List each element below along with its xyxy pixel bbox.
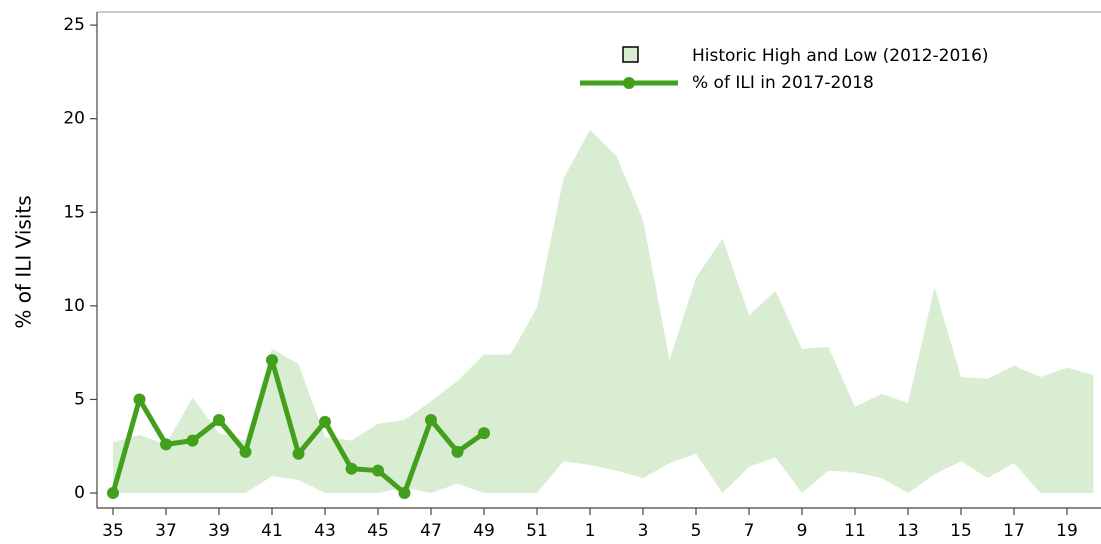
x-tick-label: 43 [314,521,336,541]
point [239,445,252,458]
point [398,487,411,500]
x-tick-label: 47 [420,521,442,541]
point [345,462,358,475]
point [292,447,305,460]
point [160,438,172,451]
y-axis-label: % of ILI Visits [12,195,36,328]
point [451,445,464,458]
x-tick-label: 37 [155,521,177,541]
y-tick-label: 0 [74,483,85,503]
x-tick-label: 15 [950,521,972,541]
x-tick-label: 35 [102,521,124,541]
point [319,415,331,428]
y-tick-label: 15 [63,202,85,222]
x-tick-label: 45 [367,521,389,541]
x-tick-label: 39 [208,521,230,541]
point [186,434,199,447]
x-tick-label: 1 [585,521,596,541]
x-tick-label: 51 [526,521,548,541]
point [133,393,146,406]
x-tick-label: 9 [797,521,808,541]
legend-label: % of ILI in 2017-2018 [692,73,874,93]
point [107,487,119,500]
point [266,354,278,367]
y-tick-label: 20 [63,109,85,129]
x-tick-label: 3 [638,521,649,541]
x-tick-label: 41 [261,521,283,541]
x-tick-label: 7 [744,521,755,541]
range-area [113,129,1094,494]
legend-label: Historic High and Low (2012-2016) [692,46,989,66]
legend-marker [623,77,635,89]
x-tick-label: 5 [691,521,702,541]
x-tick-label: 13 [897,521,919,541]
legend-swatch [622,46,639,63]
y-tick-label: 10 [63,296,85,316]
y-tick-label: 25 [63,15,85,35]
point [213,414,225,427]
point [478,427,490,440]
y-tick-label: 5 [74,389,85,409]
x-tick-label: 49 [473,521,495,541]
x-tick-label: 11 [844,521,866,541]
x-tick-label: 17 [1003,521,1025,541]
x-tick-label: 19 [1056,521,1078,541]
point [425,414,437,427]
point [372,464,384,477]
